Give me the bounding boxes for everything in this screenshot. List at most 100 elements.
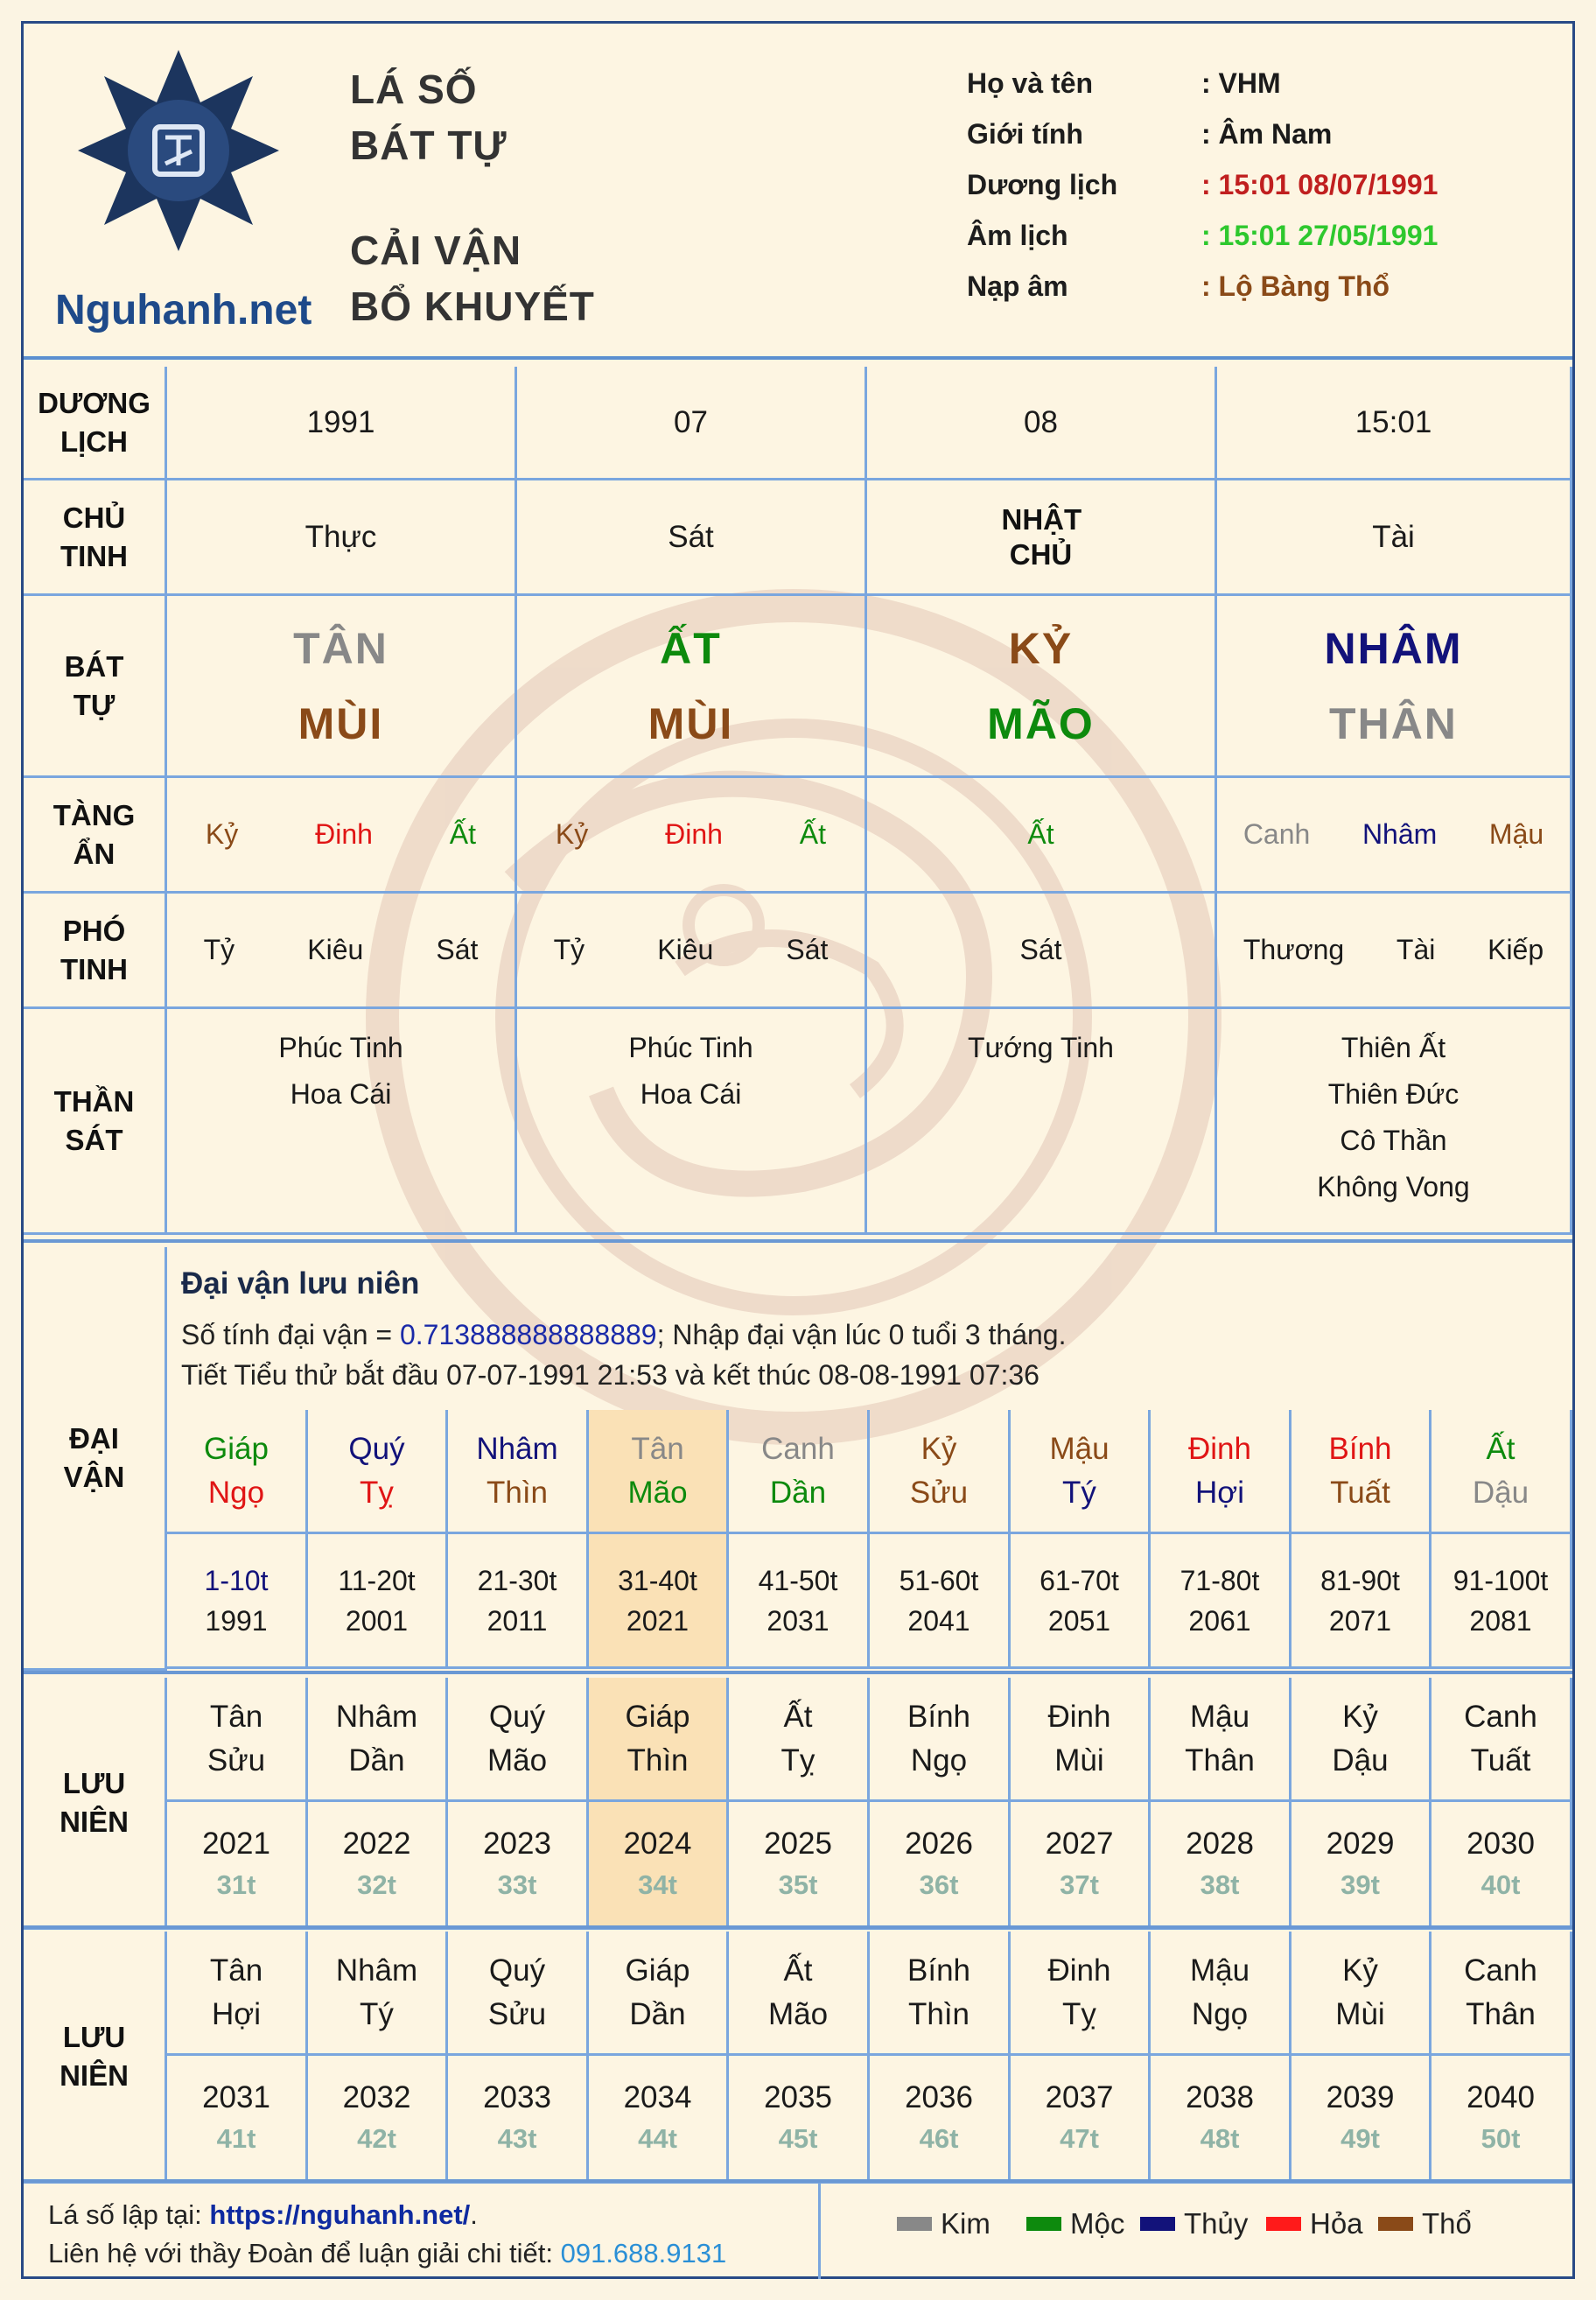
dai-van-cycle-bottom-6: 61-70t 2051 [1011, 1534, 1151, 1669]
dai-van-cycle-bottom-2: 21-30t 2011 [448, 1534, 589, 1669]
legend-hoa: Hỏa [1266, 2207, 1363, 2240]
pillar-pho-tinh: Thương Tài Kiếp [1217, 894, 1572, 1009]
luu-nien-2-year-bottom-7: 2038 48t [1151, 2056, 1292, 2184]
luu-nien-2-year-bottom-5: 2036 46t [870, 2056, 1011, 2184]
dai-van-cycle-top-8: Bính Tuất [1292, 1410, 1432, 1534]
luu-nien-1-year-top-2: Quý Mão [448, 1678, 589, 1802]
pillar-pho-tinh: Tỷ Kiêu Sát [167, 894, 517, 1009]
pillar-pho-tinh: Tỷ Kiêu Sát [517, 894, 867, 1009]
info-label-gender: Giới tính [967, 118, 1083, 150]
pillar-than-sat: Tướng Tinh [867, 1009, 1217, 1235]
footer-text-box [24, 2183, 821, 2279]
pillar-duong-lich: 07 [517, 367, 867, 480]
pillar-duong-lich: 15:01 [1217, 367, 1572, 480]
footer-line-1: Lá số lập tại: https://nguhanh.net/. [48, 2199, 478, 2230]
luu-nien-1-year-bottom-7: 2028 38t [1151, 1802, 1292, 1930]
luu-nien-1-year-top-5: Bính Ngọ [870, 1678, 1011, 1802]
luu-nien-2-year-top-3: Giáp Dần [589, 1932, 729, 2056]
info-value-solar: : 15:01 08/07/1991 [1201, 169, 1438, 200]
pillar-than-sat: Thiên Ất Thiên Đức Cô Thần Không Vong [1217, 1009, 1572, 1235]
dai-van-cycle-bottom-1: 11-20t 2001 [308, 1534, 448, 1669]
luu-nien-1-year-bottom-9: 2030 40t [1432, 1802, 1572, 1930]
row-label-pho_tinh: PHÓ TINH [24, 894, 167, 1009]
legend-tho: Thổ [1378, 2207, 1472, 2240]
dai-van-cycle-top-6: Mậu Tý [1011, 1410, 1151, 1534]
luu-nien-1-year-bottom-0: 2021 31t [167, 1802, 308, 1930]
legend-swatch-icon [1140, 2217, 1175, 2231]
dai-van-cycle-top-0: Giáp Ngọ [167, 1410, 308, 1534]
row-label-tang_an: TÀNG ẨN [24, 778, 167, 894]
info-value-gender: : Âm Nam [1201, 118, 1333, 150]
pillar-tang-an: Kỷ Đinh Ất [167, 778, 517, 894]
title-line: LÁ SỐ [350, 67, 478, 112]
luu-nien-1-year-top-6: Đinh Mùi [1011, 1678, 1151, 1802]
pillar-than-sat: Phúc Tinh Hoa Cái [167, 1009, 517, 1235]
legend-thuy: Thủy [1140, 2207, 1248, 2240]
legend-swatch-icon [1026, 2217, 1061, 2231]
nguhanh-star-logo-icon [78, 50, 279, 251]
luu-nien-2-year-top-4: Ất Mão [729, 1932, 870, 2056]
pillar-chu-tinh: Tài [1217, 480, 1572, 596]
dai-van-cycle-bottom-0: 1-10t 1991 [167, 1534, 308, 1669]
info-value-lunar: : 15:01 27/05/1991 [1201, 220, 1438, 251]
info-label-solar: Dương lịch [967, 169, 1118, 200]
luu-nien-1-year-top-3: Giáp Thìn [589, 1678, 729, 1802]
pillar-bat-tu: ẤT MÙI [517, 596, 867, 778]
luu-nien-1-year-bottom-4: 2025 35t [729, 1802, 870, 1930]
pillar-duong-lich: 1991 [167, 367, 517, 480]
luu-nien-2-year-bottom-2: 2033 43t [448, 2056, 589, 2184]
luu-nien-2-year-top-0: Tân Hợi [167, 1932, 308, 2056]
title-line: BÁT TỰ [350, 123, 508, 168]
dai-van-cycle-bottom-3: 31-40t 2021 [589, 1534, 729, 1669]
section-divider [24, 1671, 1572, 1674]
pillar-bat-tu: NHÂM THÂN [1217, 596, 1572, 778]
dai-van-cycle-bottom-4: 41-50t 2031 [729, 1534, 870, 1669]
dai-van-cycle-bottom-9: 91-100t 2081 [1432, 1534, 1572, 1669]
dai-van-cycle-top-2: Nhâm Thìn [448, 1410, 589, 1534]
dai-van-cycle-top-9: Ất Dậu [1432, 1410, 1572, 1534]
site-link[interactable]: https://nguhanh.net/ [209, 2199, 471, 2230]
luu-nien-2-year-top-1: Nhâm Tý [308, 1932, 448, 2056]
dai-van-cycle-top-5: Kỷ Sửu [870, 1410, 1011, 1534]
luu-nien-2-year-top-8: Kỷ Mùi [1292, 1932, 1432, 2056]
chart-card: Nguhanh.net LÁ SỐ BÁT TỰ CẢI VẬN BỔ KHUY… [21, 21, 1575, 2279]
row-label-bat_tu: BÁT TỰ [24, 596, 167, 778]
dai-van-number: 0.713888888888889 [399, 1319, 657, 1350]
luu-nien-1-year-bottom-8: 2029 39t [1292, 1802, 1432, 1930]
info-label-name: Họ và tên [967, 67, 1094, 99]
chart-header: Nguhanh.net LÁ SỐ BÁT TỰ CẢI VẬN BỔ KHUY… [24, 24, 1572, 360]
luu-nien-1-year-bottom-1: 2022 32t [308, 1802, 448, 1930]
pillar-chu-tinh: Thực [167, 480, 517, 596]
dai-van-cycle-top-4: Canh Dần [729, 1410, 870, 1534]
luu-nien-label-1: LƯU NIÊN [24, 1678, 167, 1930]
dai-van-cycle-bottom-8: 81-90t 2071 [1292, 1534, 1432, 1669]
pillar-pho-tinh: Sát [867, 894, 1217, 1009]
brand-name: Nguhanh.net [55, 287, 312, 333]
luu-nien-2-year-bottom-9: 2040 50t [1432, 2056, 1572, 2184]
luu-nien-2-year-top-5: Bính Thìn [870, 1932, 1011, 2056]
section-divider [24, 1239, 1572, 1243]
pillar-chu-tinh: Sát [517, 480, 867, 596]
luu-nien-2-year-top-6: Đinh Tỵ [1011, 1932, 1151, 2056]
luu-nien-1-year-bottom-3: 2024 34t [589, 1802, 729, 1930]
footer-line-2: Liên hệ với thầy Đoàn để luận giải chi t… [48, 2238, 727, 2268]
luu-nien-1-year-bottom-6: 2027 37t [1011, 1802, 1151, 1930]
section-divider [24, 1925, 1572, 1929]
dai-van-cycle-bottom-7: 71-80t 2061 [1151, 1534, 1292, 1669]
luu-nien-2-year-bottom-6: 2037 47t [1011, 2056, 1151, 2184]
dai-van-title: Đại vận lưu niên [181, 1266, 420, 1301]
pillar-tang-an: Ất [867, 778, 1217, 894]
legend-swatch-icon [897, 2217, 932, 2231]
pillar-bat-tu: KỶ MÃO [867, 596, 1217, 778]
row-label-than_sat: THẦN SÁT [24, 1009, 167, 1235]
legend-moc: Mộc [1026, 2207, 1124, 2240]
luu-nien-1-year-top-1: Nhâm Dần [308, 1678, 448, 1802]
luu-nien-2-year-bottom-3: 2034 44t [589, 2056, 729, 2184]
phone-link[interactable]: 091.688.9131 [560, 2238, 727, 2268]
info-value-napam: : Lộ Bàng Thổ [1201, 270, 1390, 302]
luu-nien-1-year-bottom-2: 2023 33t [448, 1802, 589, 1930]
luu-nien-1-year-top-7: Mậu Thân [1151, 1678, 1292, 1802]
info-label-lunar: Âm lịch [967, 220, 1068, 251]
row-label-duong_lich: DƯƠNG LỊCH [24, 367, 167, 480]
luu-nien-1-year-top-9: Canh Tuất [1432, 1678, 1572, 1802]
